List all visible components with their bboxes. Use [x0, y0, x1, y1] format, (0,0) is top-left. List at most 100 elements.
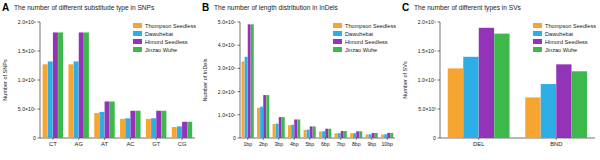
- bar: [58, 32, 63, 138]
- y-tick-label: 5.0×10⁵: [18, 106, 36, 112]
- x-tick: [478, 138, 479, 140]
- legend: Thompson SeedlessDawuhebaiHimord Seedles…: [333, 23, 396, 53]
- x-tick-label: 9bp: [367, 141, 376, 147]
- legend-label: Jinzao Wuhe: [545, 47, 577, 53]
- legend-label: Jinzao Wuhe: [345, 47, 377, 53]
- y-tick-label: 5.0×10³: [418, 106, 436, 112]
- bar: [353, 133, 356, 138]
- bar: [187, 122, 192, 138]
- bar: [276, 124, 279, 138]
- bar: [288, 125, 291, 138]
- bar: [372, 133, 375, 138]
- x-tick-label: DEL: [473, 141, 485, 147]
- bar: [251, 24, 254, 138]
- bar: [242, 61, 245, 138]
- bar: [279, 117, 282, 138]
- y-tick-label: 0: [233, 135, 236, 141]
- bar: [263, 95, 266, 138]
- legend-label: Jinzao Wuhe: [145, 47, 177, 53]
- bar: [257, 108, 260, 138]
- legend-label: Dawuhebai: [145, 31, 173, 37]
- bar: [381, 135, 384, 138]
- bar: [245, 57, 248, 138]
- bar: [328, 129, 331, 138]
- bar: [74, 61, 79, 138]
- y-tick-label: 4.0×10⁵: [218, 42, 236, 48]
- bar: [356, 131, 359, 138]
- x-tick: [263, 138, 264, 140]
- bar: [151, 118, 156, 138]
- bar: [572, 71, 587, 138]
- legend-swatch: [533, 23, 542, 28]
- bar: [177, 126, 182, 138]
- bar: [325, 129, 328, 138]
- y-label: Number of InDels: [202, 58, 208, 101]
- y-tick: [238, 45, 241, 46]
- x-tick: [294, 138, 295, 140]
- legend-label: Thompson Seedless: [545, 23, 596, 29]
- bar: [384, 134, 387, 138]
- x-tick-label: 2bp: [259, 141, 268, 147]
- y-tick-label: 1.0×10⁵: [218, 112, 236, 118]
- bar: [53, 32, 58, 138]
- y-tick: [438, 51, 441, 52]
- x-tick: [156, 138, 157, 140]
- x-tick: [325, 138, 326, 140]
- x-tick-label: AT: [101, 141, 108, 147]
- bar: [556, 64, 571, 138]
- y-label: Number of SVs: [402, 61, 408, 99]
- bar: [248, 24, 251, 138]
- x-tick-label: 4bp: [290, 141, 299, 147]
- x-tick-label: 5bp: [305, 141, 314, 147]
- bar: [291, 125, 294, 138]
- y-axis: [240, 22, 241, 138]
- x-tick: [340, 138, 341, 140]
- bar: [335, 133, 338, 138]
- y-tick: [38, 51, 41, 52]
- bar: [99, 112, 104, 138]
- panel: CThe number of different types in SVsNum…: [402, 2, 596, 147]
- legend: Thompson SeedlessDawuhebaiHimord Seedles…: [533, 23, 596, 53]
- y-tick: [238, 22, 241, 23]
- y-tick-label: 1.5×10⁶: [18, 48, 36, 54]
- bar: [48, 61, 53, 138]
- legend-swatch: [333, 23, 342, 28]
- bar: [156, 111, 161, 138]
- y-label: Number of SNPs: [2, 59, 8, 101]
- bar: [130, 111, 135, 138]
- bars: [43, 32, 193, 138]
- bar: [68, 64, 73, 138]
- bars: [242, 24, 394, 138]
- bar: [294, 119, 297, 138]
- bar: [463, 57, 478, 138]
- x-tick: [309, 138, 310, 140]
- legend-swatch: [533, 31, 542, 36]
- bar: [390, 133, 393, 138]
- x-tick-label: CG: [178, 141, 187, 147]
- y-tick-label: 0: [33, 135, 36, 141]
- legend-label: Dawuhebai: [345, 31, 373, 37]
- legend-swatch: [333, 47, 342, 52]
- legend-swatch: [533, 39, 542, 44]
- x-tick: [104, 138, 105, 140]
- bar: [161, 111, 166, 138]
- bar: [359, 131, 362, 138]
- legend-swatch: [133, 23, 142, 28]
- x-tick-label: 7bp: [336, 141, 345, 147]
- bar: [322, 131, 325, 138]
- bar: [125, 118, 130, 138]
- bar: [182, 122, 187, 138]
- y-tick-label: 3.0×10⁵: [218, 65, 236, 71]
- x-tick-label: 6bp: [321, 141, 330, 147]
- bar: [319, 132, 322, 138]
- bar: [146, 119, 151, 138]
- bar: [136, 111, 141, 138]
- bar: [172, 127, 177, 138]
- y-tick: [238, 68, 241, 69]
- y-tick: [38, 22, 41, 23]
- legend-label: Thompson Seedless: [345, 23, 396, 29]
- bar: [260, 107, 263, 138]
- legend-swatch: [133, 47, 142, 52]
- y-tick: [438, 109, 441, 110]
- y-tick: [38, 109, 41, 110]
